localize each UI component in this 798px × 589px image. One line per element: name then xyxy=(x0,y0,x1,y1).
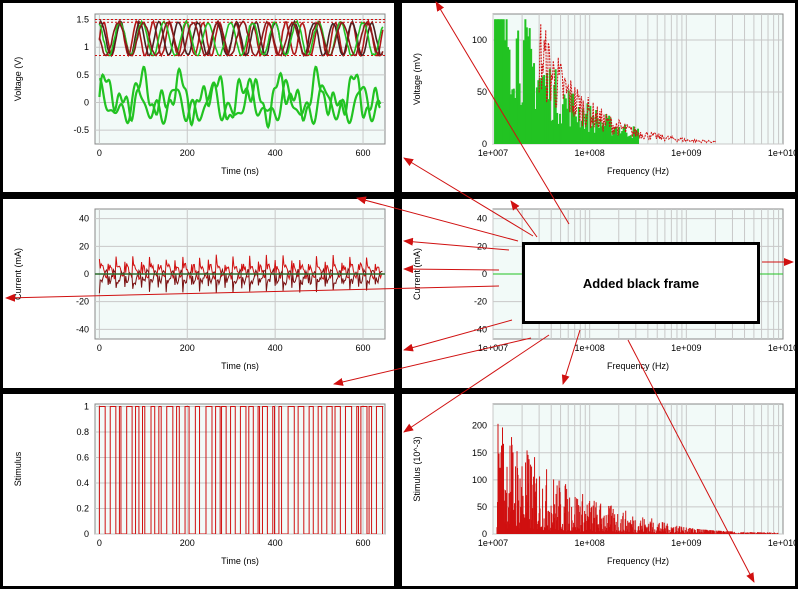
x-axis-label: Time (ns) xyxy=(221,556,259,566)
x-tick-label: 1e+008 xyxy=(575,148,605,158)
chart-voltage-time: 0 200 400 600 -0.5 0 0.5 1 1.5 Time (ns) Voltage (… xyxy=(3,3,394,192)
y-tick-label: 200 xyxy=(472,421,487,431)
y-tick-label: 20 xyxy=(477,241,487,251)
x-tick-label: 600 xyxy=(356,148,371,158)
chart-current-time: 0 200 400 600 -40 -20 0 20 40 Time (ns) Current (m… xyxy=(3,199,394,388)
x-tick-label: 400 xyxy=(268,148,283,158)
series-line xyxy=(538,23,716,144)
y-tick-label: 0 xyxy=(84,529,89,539)
chart-voltage-freq: 1e+007 1e+008 1e+009 1e+010 0 50 100 Frequency … xyxy=(402,3,798,192)
annotation-arrow xyxy=(403,319,513,352)
y-tick-label: 20 xyxy=(79,241,89,251)
chart-stimulus-freq: 1e+007 1e+008 1e+009 1e+010 0 50 100 150 200 Freq… xyxy=(402,394,798,586)
x-tick-label: 1e+007 xyxy=(478,343,508,353)
series-line xyxy=(98,65,381,130)
x-tick-label: 1e+007 xyxy=(478,538,508,548)
plot-traces xyxy=(95,18,385,130)
y-tick-label: -20 xyxy=(76,297,89,307)
annotation-arrow xyxy=(403,237,510,251)
series-line xyxy=(98,19,384,57)
x-tick-label: 1e+009 xyxy=(671,148,701,158)
x-tick-label: 1e+009 xyxy=(671,538,701,548)
series-line xyxy=(98,19,384,58)
y-tick-label: 0.6 xyxy=(76,453,89,463)
y-tick-label: 0 xyxy=(482,269,487,279)
series-line xyxy=(98,77,382,126)
annotation-arrow xyxy=(403,265,500,274)
x-axis-label: Frequency (Hz) xyxy=(607,166,669,176)
annotation-arrow xyxy=(5,285,500,302)
x-tick-label: 0 xyxy=(97,148,102,158)
y-axis-label: Stimulus xyxy=(13,451,23,486)
y-tick-label: 100 xyxy=(472,35,487,45)
x-tick-label: 1e+008 xyxy=(575,538,605,548)
x-tick-label: 400 xyxy=(268,343,283,353)
x-tick-label: 0 xyxy=(97,343,102,353)
x-tick-label: 1e+007 xyxy=(478,148,508,158)
annotation-arrow xyxy=(627,339,755,583)
y-axis-label: Current (mA) xyxy=(13,248,23,300)
y-tick-label: 50 xyxy=(477,87,487,97)
series-line xyxy=(98,406,384,534)
y-tick-label: 1 xyxy=(84,402,89,412)
plot-traces xyxy=(98,406,384,534)
x-tick-label: 1e+010 xyxy=(768,148,798,158)
x-tick-label: 0 xyxy=(97,538,102,548)
x-axis-label: Frequency (Hz) xyxy=(607,556,669,566)
y-tick-label: -40 xyxy=(76,324,89,334)
y-tick-label: 0 xyxy=(84,98,89,108)
x-axis-label: Time (ns) xyxy=(221,166,259,176)
y-tick-label: -20 xyxy=(474,297,487,307)
x-axis-label: Time (ns) xyxy=(221,361,259,371)
x-tick-label: 200 xyxy=(180,148,195,158)
x-tick-label: 600 xyxy=(356,538,371,548)
y-tick-label: 50 xyxy=(477,502,487,512)
series-line xyxy=(98,267,383,294)
x-tick-label: 200 xyxy=(180,343,195,353)
annotation-arrow xyxy=(356,196,519,242)
x-tick-label: 200 xyxy=(180,538,195,548)
y-tick-label: 1.5 xyxy=(76,15,89,25)
plot-traces xyxy=(496,423,779,534)
y-tick-label: 100 xyxy=(472,475,487,485)
y-axis-label: Voltage (mV) xyxy=(412,53,422,105)
annotation-arrow xyxy=(403,157,534,237)
y-tick-label: 40 xyxy=(79,214,89,224)
x-tick-label: 600 xyxy=(356,343,371,353)
x-tick-label: 1e+010 xyxy=(768,343,798,353)
y-tick-label: 40 xyxy=(477,214,487,224)
annotation-arrow xyxy=(561,329,581,385)
y-tick-label: 0.4 xyxy=(76,478,89,488)
annotation-arrow xyxy=(403,334,550,433)
annotation-arrow xyxy=(435,1,570,225)
y-tick-label: 0.2 xyxy=(76,504,89,514)
annotation-arrow xyxy=(510,200,538,238)
x-tick-label: 1e+009 xyxy=(671,343,701,353)
callout-label: Added black frame xyxy=(582,275,700,291)
plot-traces xyxy=(494,19,716,144)
y-axis-label: Current (mA) xyxy=(412,248,422,300)
y-tick-label: 150 xyxy=(472,448,487,458)
x-tick-label: 1e+008 xyxy=(575,343,605,353)
y-axis-label: Voltage (V) xyxy=(13,57,23,102)
x-axis-label: Frequency (Hz) xyxy=(607,361,669,371)
y-tick-label: -40 xyxy=(474,324,487,334)
x-tick-label: 400 xyxy=(268,538,283,548)
y-tick-label: 0.5 xyxy=(76,70,89,80)
y-tick-label: 0 xyxy=(84,269,89,279)
y-axis-label: Stimulus (10^-3) xyxy=(412,436,422,501)
chart-stimulus-time: 0 200 400 600 0 0.2 0.4 0.6 0.8 1 Time (ns) Stimulu… xyxy=(3,394,394,586)
y-tick-label: 1 xyxy=(84,42,89,52)
x-tick-label: 1e+010 xyxy=(768,538,798,548)
y-tick-label: -0.5 xyxy=(73,125,89,135)
y-tick-label: 0 xyxy=(482,139,487,149)
annotation-arrow xyxy=(333,337,532,386)
y-tick-label: 0.8 xyxy=(76,427,89,437)
added-frame-callout: Added black frame xyxy=(522,242,760,324)
plot-traces xyxy=(95,254,385,294)
y-tick-label: 0 xyxy=(482,529,487,539)
